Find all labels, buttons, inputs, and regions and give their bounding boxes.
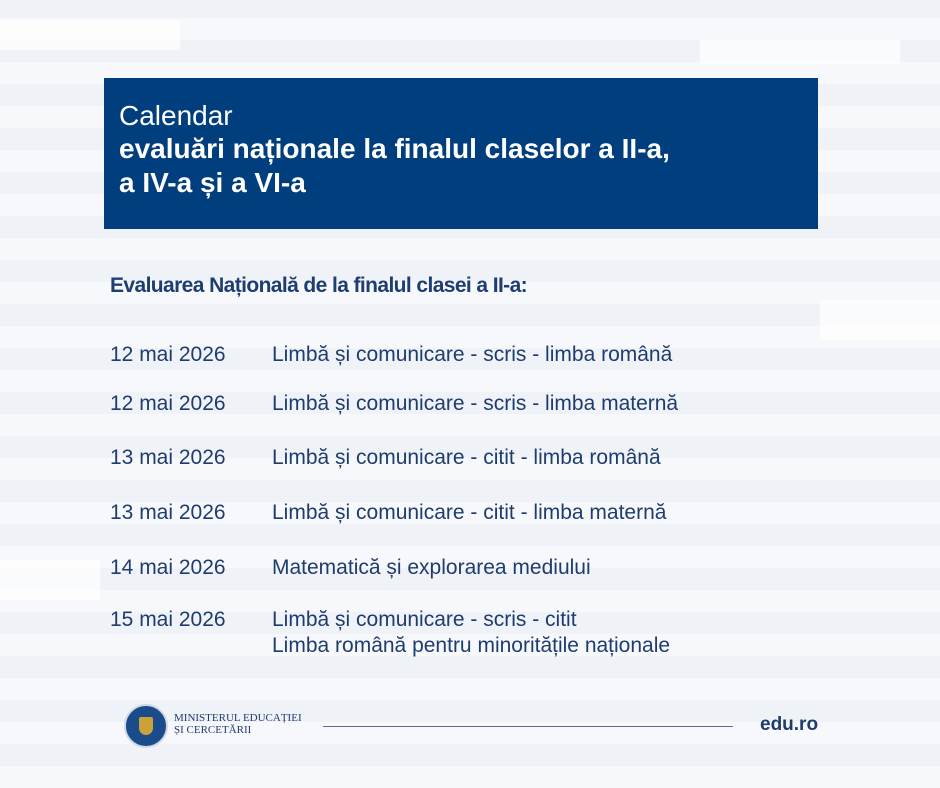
- exam-date: 13 mai 2026: [110, 446, 226, 469]
- ministry-name-line-1: MINISTERUL EDUCAȚIEI: [174, 712, 302, 724]
- exam-subject: Matematică și explorarea mediului: [272, 556, 591, 579]
- exam-subject: Limbă și comunicare - scris - limba româ…: [272, 343, 673, 366]
- exam-subject: Limbă și comunicare - scris - limba mate…: [272, 392, 679, 415]
- exam-date: 14 mai 2026: [110, 556, 226, 579]
- exam-date: 12 mai 2026: [110, 392, 226, 415]
- exam-date: 15 mai 2026: [110, 608, 226, 631]
- exam-subject: Limbă și comunicare - citit - limba româ…: [272, 446, 661, 469]
- schedule-row: 12 mai 2026 Limbă și comunicare - scris …: [110, 342, 672, 368]
- title-line-2: evaluări naționale la finalul claselor a…: [119, 133, 670, 164]
- ministry-name: MINISTERUL EDUCAȚIEI ȘI CERCETĂRII: [174, 712, 302, 736]
- title-banner: Calendar evaluări naționale la finalul c…: [104, 78, 818, 229]
- exam-date: 12 mai 2026: [110, 343, 226, 366]
- section-title: Evaluarea Națională de la finalul clasei…: [110, 274, 528, 297]
- background-block: [0, 20, 180, 50]
- exam-subject: Limbă și comunicare - citit - limba mate…: [272, 501, 667, 524]
- title-line-3: a IV-a și a VI-a: [119, 167, 306, 198]
- schedule-row: 13 mai 2026 Limbă și comunicare - citit …: [110, 445, 661, 471]
- footer-divider: [323, 726, 733, 727]
- exam-subject: Limbă și comunicare - scris - citit: [272, 608, 577, 631]
- schedule-row: 14 mai 2026 Matematică și explorarea med…: [110, 555, 591, 581]
- background-block: [700, 40, 900, 64]
- exam-date: 13 mai 2026: [110, 501, 226, 524]
- title-line-1: Calendar: [119, 100, 233, 131]
- ministry-seal-logo: [124, 704, 168, 748]
- schedule-row: 12 mai 2026 Limbă și comunicare - scris …: [110, 391, 678, 417]
- background-block: [0, 560, 100, 600]
- background-block: [820, 300, 940, 340]
- schedule-row: 13 mai 2026 Limbă și comunicare - citit …: [110, 500, 666, 526]
- exam-subject-line-2: Limba română pentru minoritățile naționa…: [272, 634, 671, 657]
- ministry-name-line-2: ȘI CERCETĂRII: [174, 724, 252, 736]
- schedule-row: 15 mai 2026 Limbă și comunicare - scris …: [110, 607, 670, 659]
- website-link[interactable]: edu.ro: [760, 714, 819, 735]
